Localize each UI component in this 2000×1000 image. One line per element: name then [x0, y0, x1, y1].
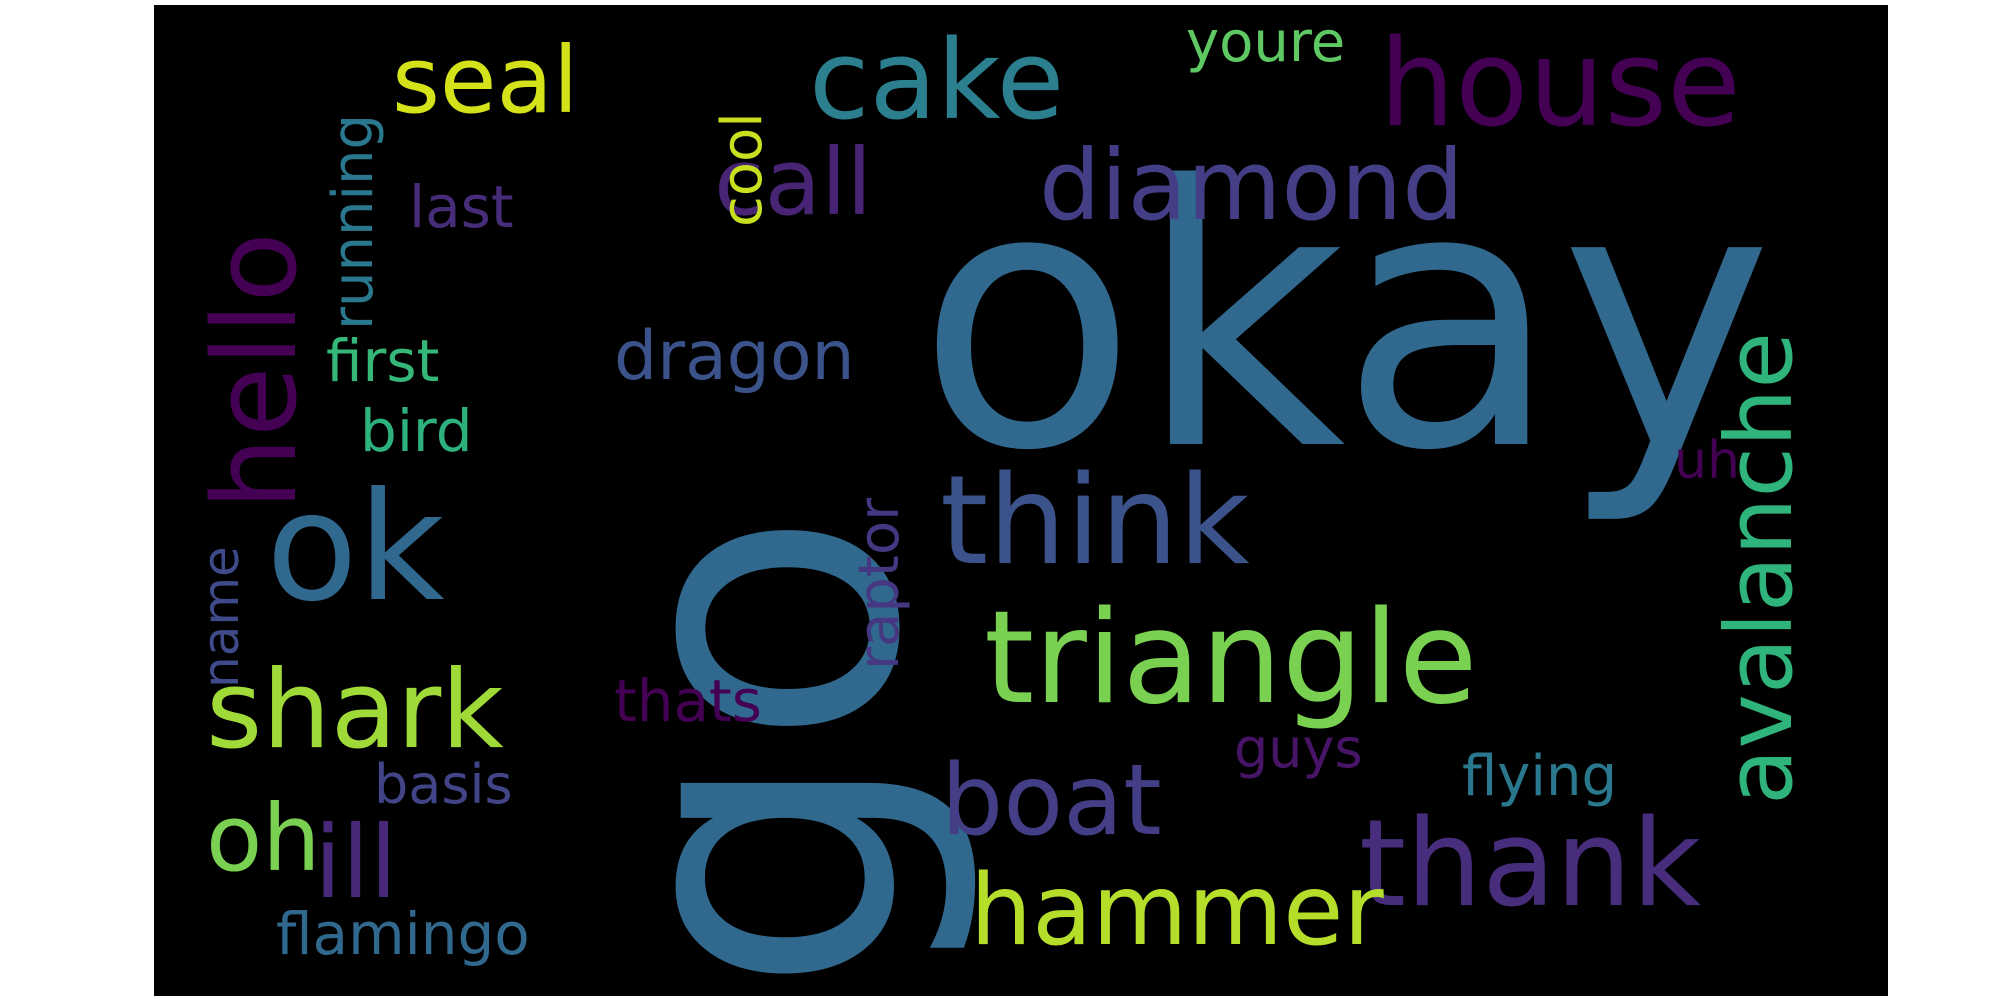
- word-oh: oh: [206, 785, 321, 892]
- word-uh: uh: [1674, 431, 1740, 491]
- word-running: running: [321, 113, 386, 330]
- word-thats: thats: [614, 667, 763, 735]
- word-shark: shark: [206, 648, 504, 773]
- word-raptor: raptor: [847, 497, 912, 670]
- word-cake: cake: [809, 16, 1065, 144]
- word-first: first: [326, 327, 440, 395]
- word-name: name: [192, 546, 250, 688]
- word-cool: cool: [710, 112, 775, 227]
- word-youre: youre: [1186, 10, 1346, 75]
- word-dragon: dragon: [614, 317, 855, 396]
- word-flamingo: flamingo: [276, 900, 530, 968]
- word-hammer: hammer: [970, 854, 1384, 968]
- word-basis: basis: [374, 753, 513, 816]
- word-guys: guys: [1234, 717, 1363, 780]
- word-call: call: [714, 129, 873, 236]
- word-cloud-canvas: okay go house cake seal hello call diamo…: [154, 5, 1888, 996]
- word-diamond: diamond: [1039, 129, 1464, 242]
- word-okay: okay: [917, 110, 1774, 529]
- word-ill: ill: [314, 804, 398, 921]
- word-avalanche: avalanche: [1706, 332, 1813, 805]
- word-boat: boat: [941, 744, 1162, 858]
- word-flying: flying: [1462, 744, 1618, 809]
- word-triangle: triangle: [984, 584, 1478, 733]
- word-bird: bird: [360, 397, 473, 465]
- word-seal: seal: [392, 27, 579, 134]
- word-thank: thank: [1359, 795, 1702, 934]
- word-last: last: [409, 173, 514, 241]
- word-think: think: [940, 450, 1250, 593]
- word-ok: ok: [266, 461, 445, 635]
- word-house: house: [1379, 15, 1741, 154]
